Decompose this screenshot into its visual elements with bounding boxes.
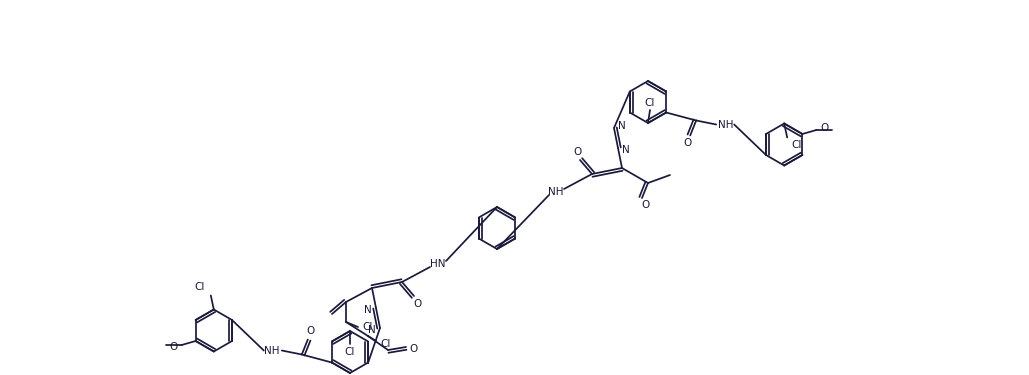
- Text: HN: HN: [430, 259, 446, 269]
- Text: NH: NH: [718, 120, 734, 129]
- Text: O: O: [820, 123, 828, 133]
- Text: Cl: Cl: [645, 98, 655, 108]
- Text: O: O: [410, 344, 418, 354]
- Text: NH: NH: [548, 187, 564, 197]
- Text: NH: NH: [264, 345, 280, 355]
- Text: O: O: [413, 299, 421, 309]
- Text: Cl: Cl: [381, 339, 391, 349]
- Text: O: O: [641, 200, 649, 210]
- Text: O: O: [683, 138, 691, 148]
- Text: O: O: [170, 342, 178, 352]
- Text: O: O: [307, 327, 315, 336]
- Text: N: N: [623, 145, 630, 155]
- Text: N: N: [364, 305, 371, 315]
- Text: Cl: Cl: [194, 282, 205, 292]
- Text: O: O: [574, 147, 582, 157]
- Text: Cl: Cl: [791, 141, 802, 150]
- Text: N: N: [368, 325, 376, 335]
- Text: Cl: Cl: [363, 322, 374, 332]
- Text: N: N: [618, 121, 626, 131]
- Text: Cl: Cl: [345, 347, 355, 357]
